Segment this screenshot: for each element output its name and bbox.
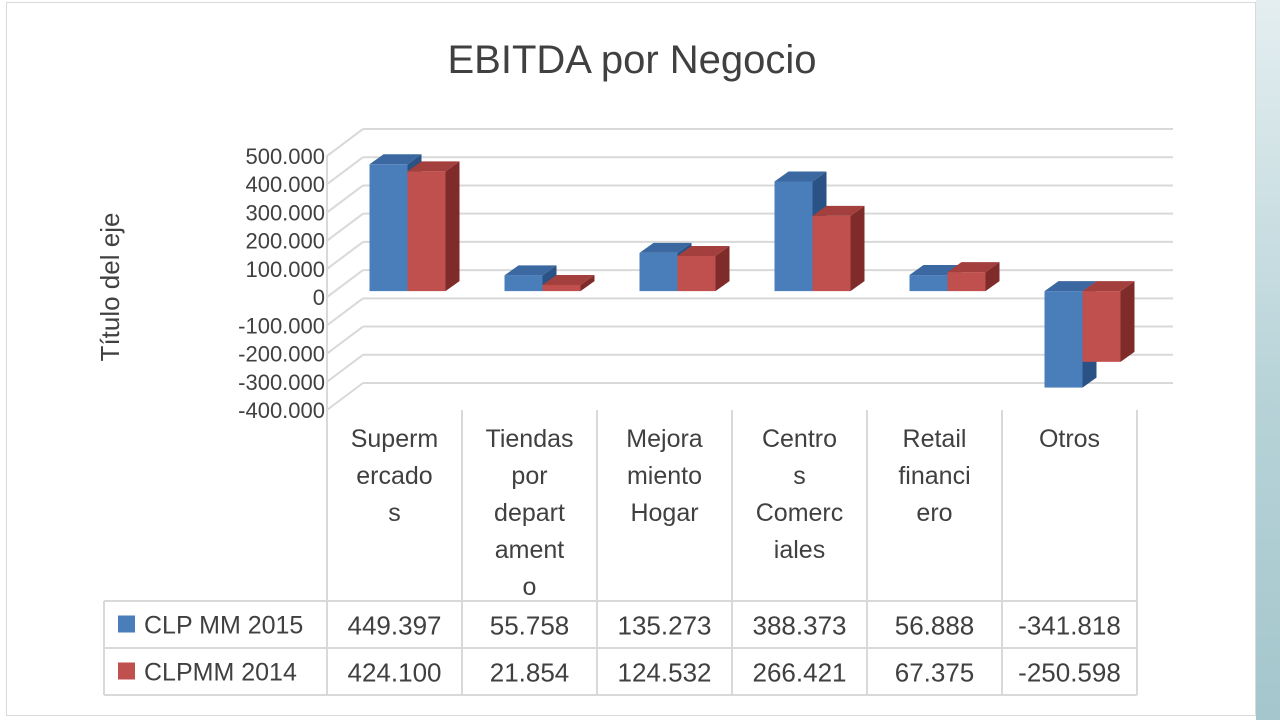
- bar-top: [369, 154, 422, 165]
- y-tick-label: 500.000: [245, 144, 325, 169]
- category-label: Otros: [1039, 425, 1100, 453]
- table-cell: -341.818: [1018, 611, 1121, 641]
- bar-side: [445, 161, 460, 292]
- table-cell: 266.421: [753, 658, 847, 688]
- legend-key: [118, 662, 135, 680]
- slide-edge-decoration: [1256, 0, 1280, 720]
- bar: [1082, 281, 1135, 362]
- table-cell: -250.598: [1018, 658, 1121, 688]
- bar-side: [985, 262, 1000, 292]
- bar-front: [774, 181, 813, 292]
- bar-top: [774, 171, 827, 182]
- y-axis-title: Título del eje: [95, 213, 125, 362]
- bar: [1044, 281, 1097, 388]
- bar: [947, 262, 1000, 292]
- bar-top: [1082, 281, 1135, 292]
- bar-top: [812, 205, 865, 216]
- bar-side: [850, 205, 865, 292]
- table-cell: 388.373: [753, 611, 847, 641]
- y-tick-label: -200.000: [238, 342, 325, 367]
- bar-front: [369, 164, 408, 292]
- gridline-depth: [326, 297, 364, 327]
- bar-front: [504, 275, 543, 292]
- chart-area: EBITDA por Negocio Título del eje 500.00…: [6, 2, 1256, 716]
- ebitda-chart: EBITDA por Negocio Título del eje 500.00…: [95, 38, 1173, 696]
- gridline-depth: [326, 128, 364, 157]
- y-tick-label: -400.000: [238, 398, 325, 423]
- bar-top: [947, 262, 1000, 273]
- gridline-depth: [326, 241, 364, 270]
- category-label: Retail financi ero: [898, 425, 970, 527]
- bar: [407, 161, 460, 292]
- y-tick-label: 400.000: [245, 172, 325, 197]
- bar-top: [407, 161, 460, 172]
- bar: [677, 245, 730, 292]
- bar-side: [715, 245, 730, 292]
- series-name: CLPMM 2014: [144, 659, 297, 687]
- gridlines: [326, 128, 1173, 411]
- y-axis-tick-labels: 500.000 400.000 300.000 200.000 100.000 0 -100…: [238, 144, 325, 423]
- gridline-depth: [326, 184, 364, 214]
- bar-side: [580, 274, 595, 292]
- series-name: CLP MM 2015: [144, 612, 303, 640]
- data-table: Superm ercado s Tiendas por depart ament o Mejor…: [103, 410, 1138, 696]
- y-tick-label: 100.000: [245, 257, 325, 282]
- gridline-depth: [326, 325, 364, 355]
- bar-top: [542, 274, 595, 285]
- y-tick-label: 200.000: [245, 229, 325, 254]
- gridline-depth: [326, 269, 364, 298]
- bar-side: [1120, 281, 1135, 362]
- table-cell: 449.397: [348, 611, 442, 641]
- table-cell: 124.532: [618, 658, 712, 688]
- category-label: Centro s Comerc iales: [756, 425, 844, 564]
- category-label: Superm ercado s: [351, 425, 439, 527]
- y-tick-label: -300.000: [238, 370, 325, 395]
- bar-front: [542, 284, 581, 292]
- bar-front: [1082, 291, 1121, 362]
- table-cell: 424.100: [348, 658, 442, 688]
- bar-front: [947, 272, 986, 292]
- gridline-depth: [326, 353, 364, 383]
- table-cell: 67.375: [895, 658, 975, 688]
- bars: [369, 154, 1135, 388]
- table-cell: 56.888: [895, 611, 975, 641]
- bar-top: [677, 245, 730, 256]
- bar-front: [1044, 291, 1083, 388]
- bar-front: [909, 275, 948, 292]
- table-cell: 21.854: [490, 658, 570, 688]
- y-tick-label: -100.000: [238, 313, 325, 338]
- bar-front: [639, 252, 678, 292]
- table-cell: 135.273: [618, 611, 712, 641]
- bar-front: [407, 171, 446, 292]
- y-tick-label: 0: [313, 285, 325, 310]
- bar-front: [677, 255, 716, 292]
- gridline-depth: [326, 156, 364, 186]
- category-label: Tiendas por depart ament o: [485, 425, 573, 601]
- bar-front: [812, 215, 851, 292]
- gridline-depth: [326, 382, 364, 411]
- gridline-depth: [326, 212, 364, 242]
- bar: [812, 205, 865, 292]
- bar-top: [639, 242, 692, 253]
- bar-top: [1044, 281, 1097, 292]
- legend-key: [118, 615, 135, 633]
- bar: [542, 274, 595, 292]
- category-label: Mejora miento Hogar: [626, 425, 703, 527]
- table-cell: 55.758: [490, 611, 570, 641]
- y-tick-label: 300.000: [245, 200, 325, 225]
- bar-top: [504, 265, 557, 276]
- chart-title: EBITDA por Negocio: [447, 38, 816, 82]
